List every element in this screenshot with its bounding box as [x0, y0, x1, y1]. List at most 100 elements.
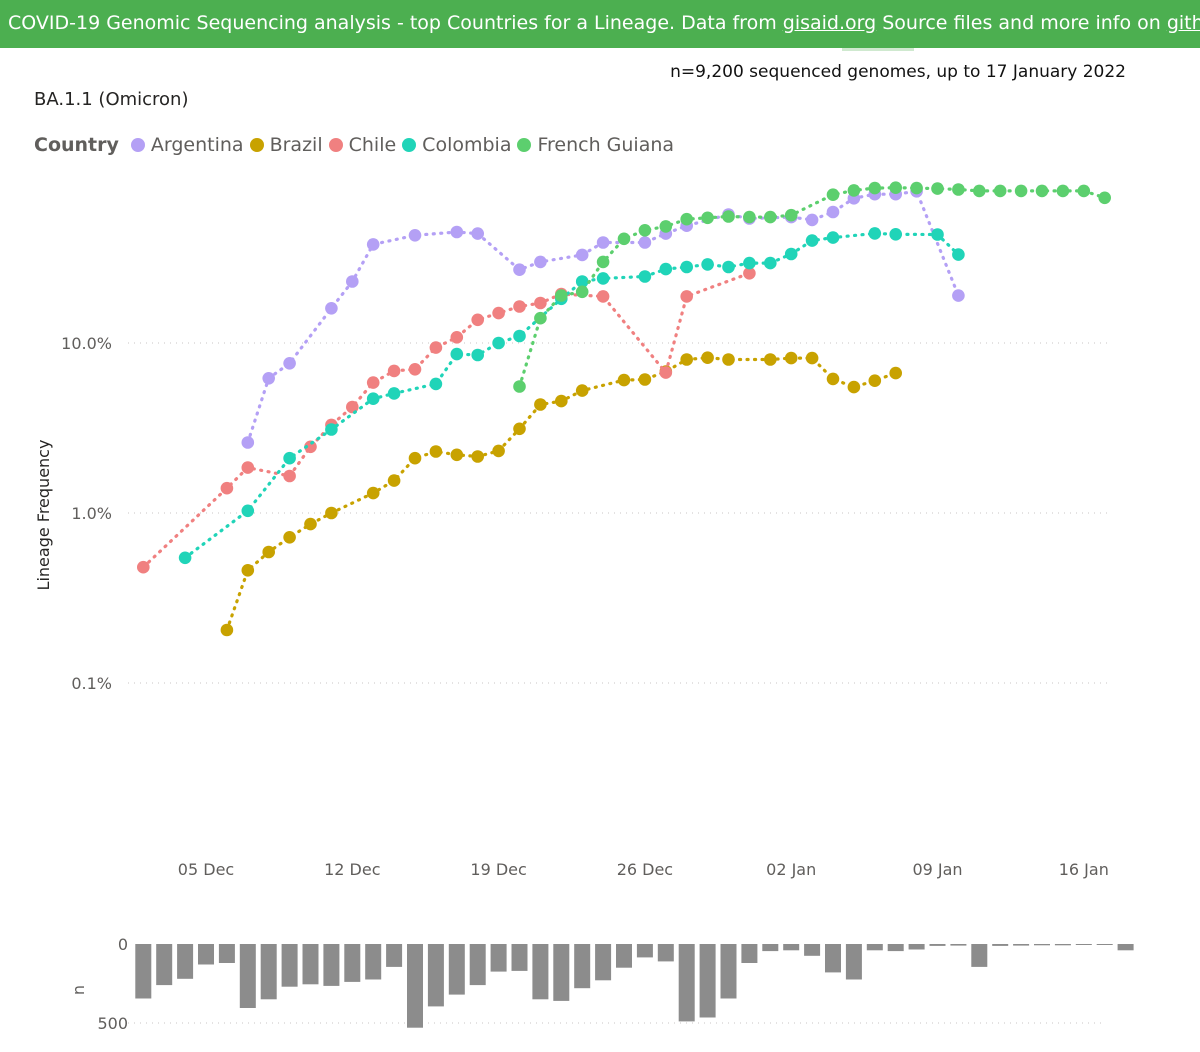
- data-point-brazil: [241, 564, 255, 577]
- legend-label: Brazil: [269, 134, 323, 156]
- count-bar: [1096, 944, 1113, 945]
- legend-label: Chile: [348, 134, 397, 156]
- data-point-argentina: [805, 213, 819, 227]
- count-bar: [887, 944, 904, 952]
- data-point-argentina: [513, 263, 526, 277]
- data-point-brazil: [304, 517, 317, 531]
- count-bar: [448, 944, 465, 995]
- count-bar: [574, 944, 591, 989]
- counts-axis-title: n: [69, 985, 88, 995]
- data-point-chile: [366, 376, 380, 389]
- count-bar: [866, 944, 883, 951]
- data-point-chile: [220, 481, 234, 495]
- data-point-brazil: [262, 545, 276, 559]
- data-point-chile: [241, 461, 255, 474]
- data-point-colombia: [429, 377, 443, 391]
- data-point-french-guiana: [868, 181, 882, 195]
- data-point-colombia: [722, 260, 735, 274]
- data-point-chile: [387, 364, 401, 378]
- data-point-chile: [408, 363, 422, 376]
- banner-tab-accent: [842, 48, 914, 51]
- data-point-brazil: [826, 372, 840, 386]
- series-chile: [137, 267, 756, 574]
- data-point-chile: [429, 341, 443, 354]
- data-point-french-guiana: [534, 311, 547, 325]
- legend-dot: [249, 138, 264, 152]
- count-bar: [1075, 944, 1092, 945]
- count-bar: [1117, 944, 1134, 951]
- data-point-french-guiana: [1035, 184, 1049, 198]
- count-bar: [678, 944, 695, 1022]
- data-point-french-guiana: [952, 183, 965, 196]
- data-point-french-guiana: [889, 181, 902, 194]
- count-bar: [1013, 944, 1030, 946]
- data-point-colombia: [931, 228, 944, 241]
- banner-text-before: COVID-19 Genomic Sequencing analysis - t…: [8, 12, 783, 34]
- y-tick-label: 0.1%: [71, 674, 112, 693]
- data-point-brazil: [784, 351, 798, 365]
- legend-item-french-guiana[interactable]: French Guiana: [517, 134, 674, 156]
- count-bar: [511, 944, 528, 971]
- data-point-chile: [680, 290, 693, 303]
- data-point-argentina: [534, 255, 547, 269]
- data-point-french-guiana: [701, 211, 714, 225]
- count-bar: [657, 944, 674, 962]
- legend-item-argentina[interactable]: Argentina: [130, 134, 244, 156]
- data-point-argentina: [366, 238, 380, 251]
- data-point-chile: [471, 313, 485, 327]
- x-tick-label: 16 Jan: [1059, 860, 1109, 879]
- data-point-colombia: [450, 347, 464, 361]
- data-point-colombia: [952, 248, 965, 261]
- y-axis-title: Lineage Frequency: [34, 440, 53, 591]
- data-point-french-guiana: [1056, 184, 1070, 198]
- data-point-chile: [743, 267, 756, 280]
- count-bar: [532, 944, 549, 1000]
- data-point-french-guiana: [513, 380, 526, 393]
- data-point-brazil: [429, 445, 443, 458]
- legend-item-colombia[interactable]: Colombia: [402, 134, 511, 156]
- data-point-brazil: [492, 444, 505, 458]
- data-point-colombia: [241, 504, 255, 518]
- data-point-colombia: [764, 256, 777, 270]
- count-bar: [825, 944, 841, 973]
- count-bar: [365, 944, 382, 980]
- count-bar: [971, 944, 988, 967]
- data-point-french-guiana: [617, 232, 631, 246]
- data-point-colombia: [387, 387, 401, 400]
- data-point-brazil: [450, 448, 464, 462]
- data-point-chile: [534, 296, 547, 310]
- y-tick-label: 10.0%: [61, 334, 112, 353]
- count-bar: [156, 944, 173, 986]
- legend-dot: [402, 138, 417, 152]
- legend-label: French Guiana: [537, 134, 675, 156]
- data-point-french-guiana: [784, 208, 798, 222]
- data-point-argentina: [325, 302, 338, 315]
- count-bar: [469, 944, 486, 986]
- data-point-chile: [283, 469, 296, 483]
- data-point-argentina: [471, 227, 485, 240]
- count-bar: [302, 944, 319, 985]
- data-point-colombia: [471, 348, 485, 362]
- count-bar: [783, 944, 800, 951]
- gisaid-link[interactable]: gisaid.org: [782, 12, 877, 34]
- data-point-french-guiana: [659, 220, 673, 233]
- data-point-colombia: [492, 336, 505, 350]
- legend-item-brazil[interactable]: Brazil: [249, 134, 323, 156]
- data-point-french-guiana: [743, 210, 756, 224]
- chart-subtitle: n=9,200 sequenced genomes, up to 17 Janu…: [670, 62, 1126, 82]
- count-bar: [595, 944, 612, 981]
- data-point-colombia: [889, 228, 902, 241]
- data-point-colombia: [325, 423, 338, 436]
- x-tick-label: 12 Dec: [324, 860, 380, 879]
- github-link[interactable]: github: [1166, 12, 1200, 34]
- data-point-french-guiana: [722, 210, 735, 223]
- legend-item-chile[interactable]: Chile: [328, 134, 397, 156]
- count-bar: [344, 944, 361, 982]
- count-bar: [1034, 944, 1050, 946]
- series-line-french-guiana: [517, 186, 1107, 389]
- data-point-colombia: [575, 275, 589, 288]
- x-tick-label: 19 Dec: [470, 860, 526, 879]
- data-point-colombia: [701, 258, 714, 271]
- count-bar: [1054, 944, 1071, 946]
- data-point-colombia: [743, 256, 756, 270]
